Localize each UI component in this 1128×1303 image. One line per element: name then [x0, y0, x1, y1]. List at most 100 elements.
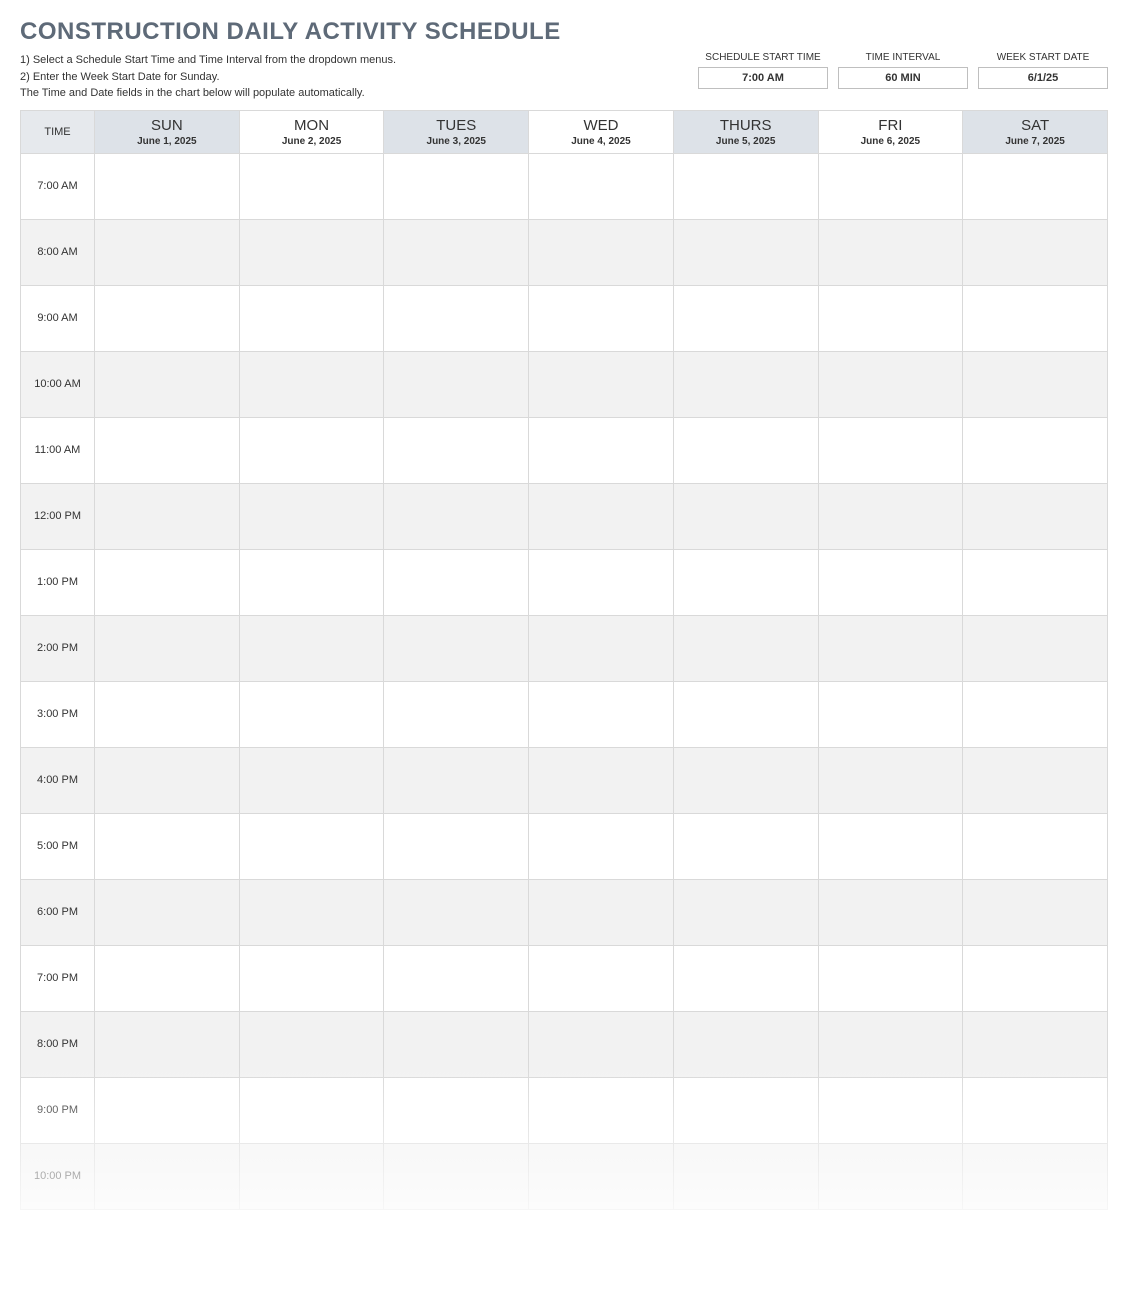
schedule-cell[interactable]: [95, 615, 240, 681]
schedule-cell[interactable]: [673, 417, 818, 483]
schedule-cell[interactable]: [529, 219, 674, 285]
schedule-cell[interactable]: [384, 681, 529, 747]
schedule-cell[interactable]: [529, 1143, 674, 1209]
schedule-cell[interactable]: [384, 549, 529, 615]
schedule-cell[interactable]: [95, 1011, 240, 1077]
schedule-cell[interactable]: [818, 813, 963, 879]
schedule-cell[interactable]: [963, 153, 1108, 219]
schedule-cell[interactable]: [239, 417, 384, 483]
schedule-cell[interactable]: [384, 483, 529, 549]
schedule-cell[interactable]: [239, 747, 384, 813]
schedule-cell[interactable]: [963, 549, 1108, 615]
schedule-cell[interactable]: [963, 615, 1108, 681]
schedule-cell[interactable]: [963, 1143, 1108, 1209]
schedule-cell[interactable]: [963, 813, 1108, 879]
schedule-cell[interactable]: [529, 747, 674, 813]
schedule-cell[interactable]: [963, 483, 1108, 549]
schedule-cell[interactable]: [673, 285, 818, 351]
schedule-cell[interactable]: [529, 285, 674, 351]
schedule-cell[interactable]: [818, 879, 963, 945]
schedule-cell[interactable]: [384, 417, 529, 483]
schedule-cell[interactable]: [818, 681, 963, 747]
schedule-cell[interactable]: [673, 615, 818, 681]
schedule-cell[interactable]: [673, 549, 818, 615]
schedule-cell[interactable]: [963, 285, 1108, 351]
schedule-cell[interactable]: [818, 1143, 963, 1209]
schedule-cell[interactable]: [529, 483, 674, 549]
schedule-cell[interactable]: [673, 219, 818, 285]
schedule-cell[interactable]: [529, 615, 674, 681]
schedule-cell[interactable]: [95, 351, 240, 417]
schedule-cell[interactable]: [95, 417, 240, 483]
schedule-cell[interactable]: [239, 219, 384, 285]
schedule-cell[interactable]: [529, 945, 674, 1011]
schedule-cell[interactable]: [963, 747, 1108, 813]
schedule-cell[interactable]: [95, 813, 240, 879]
schedule-cell[interactable]: [239, 813, 384, 879]
schedule-cell[interactable]: [963, 219, 1108, 285]
schedule-cell[interactable]: [239, 615, 384, 681]
schedule-cell[interactable]: [673, 1143, 818, 1209]
schedule-cell[interactable]: [818, 285, 963, 351]
schedule-cell[interactable]: [384, 945, 529, 1011]
schedule-cell[interactable]: [95, 219, 240, 285]
schedule-cell[interactable]: [673, 483, 818, 549]
schedule-cell[interactable]: [673, 1011, 818, 1077]
schedule-cell[interactable]: [95, 1143, 240, 1209]
schedule-cell[interactable]: [239, 879, 384, 945]
schedule-cell[interactable]: [384, 615, 529, 681]
schedule-cell[interactable]: [673, 945, 818, 1011]
schedule-cell[interactable]: [384, 1011, 529, 1077]
schedule-cell[interactable]: [963, 1077, 1108, 1143]
schedule-cell[interactable]: [673, 681, 818, 747]
schedule-cell[interactable]: [963, 351, 1108, 417]
schedule-cell[interactable]: [239, 1143, 384, 1209]
schedule-cell[interactable]: [239, 153, 384, 219]
schedule-cell[interactable]: [818, 615, 963, 681]
schedule-cell[interactable]: [818, 945, 963, 1011]
schedule-cell[interactable]: [818, 747, 963, 813]
schedule-cell[interactable]: [529, 153, 674, 219]
schedule-cell[interactable]: [673, 747, 818, 813]
schedule-cell[interactable]: [384, 153, 529, 219]
schedule-cell[interactable]: [529, 549, 674, 615]
schedule-cell[interactable]: [95, 879, 240, 945]
schedule-cell[interactable]: [95, 681, 240, 747]
schedule-cell[interactable]: [95, 747, 240, 813]
start-time-dropdown[interactable]: 7:00 AM: [698, 67, 828, 89]
schedule-cell[interactable]: [529, 351, 674, 417]
schedule-cell[interactable]: [963, 879, 1108, 945]
schedule-cell[interactable]: [95, 483, 240, 549]
schedule-cell[interactable]: [529, 1077, 674, 1143]
schedule-cell[interactable]: [963, 1011, 1108, 1077]
schedule-cell[interactable]: [963, 681, 1108, 747]
schedule-cell[interactable]: [239, 681, 384, 747]
schedule-cell[interactable]: [95, 945, 240, 1011]
schedule-cell[interactable]: [529, 417, 674, 483]
time-interval-dropdown[interactable]: 60 MIN: [838, 67, 968, 89]
schedule-cell[interactable]: [529, 813, 674, 879]
schedule-cell[interactable]: [529, 879, 674, 945]
schedule-cell[interactable]: [384, 285, 529, 351]
schedule-cell[interactable]: [95, 153, 240, 219]
schedule-cell[interactable]: [818, 219, 963, 285]
schedule-cell[interactable]: [673, 813, 818, 879]
schedule-cell[interactable]: [239, 483, 384, 549]
schedule-cell[interactable]: [384, 219, 529, 285]
schedule-cell[interactable]: [95, 1077, 240, 1143]
schedule-cell[interactable]: [673, 351, 818, 417]
schedule-cell[interactable]: [384, 879, 529, 945]
schedule-cell[interactable]: [818, 351, 963, 417]
schedule-cell[interactable]: [384, 813, 529, 879]
schedule-cell[interactable]: [384, 747, 529, 813]
schedule-cell[interactable]: [963, 417, 1108, 483]
schedule-cell[interactable]: [384, 1143, 529, 1209]
schedule-cell[interactable]: [239, 351, 384, 417]
schedule-cell[interactable]: [963, 945, 1108, 1011]
schedule-cell[interactable]: [384, 1077, 529, 1143]
schedule-cell[interactable]: [818, 417, 963, 483]
schedule-cell[interactable]: [818, 549, 963, 615]
schedule-cell[interactable]: [818, 153, 963, 219]
schedule-cell[interactable]: [529, 681, 674, 747]
schedule-cell[interactable]: [239, 945, 384, 1011]
